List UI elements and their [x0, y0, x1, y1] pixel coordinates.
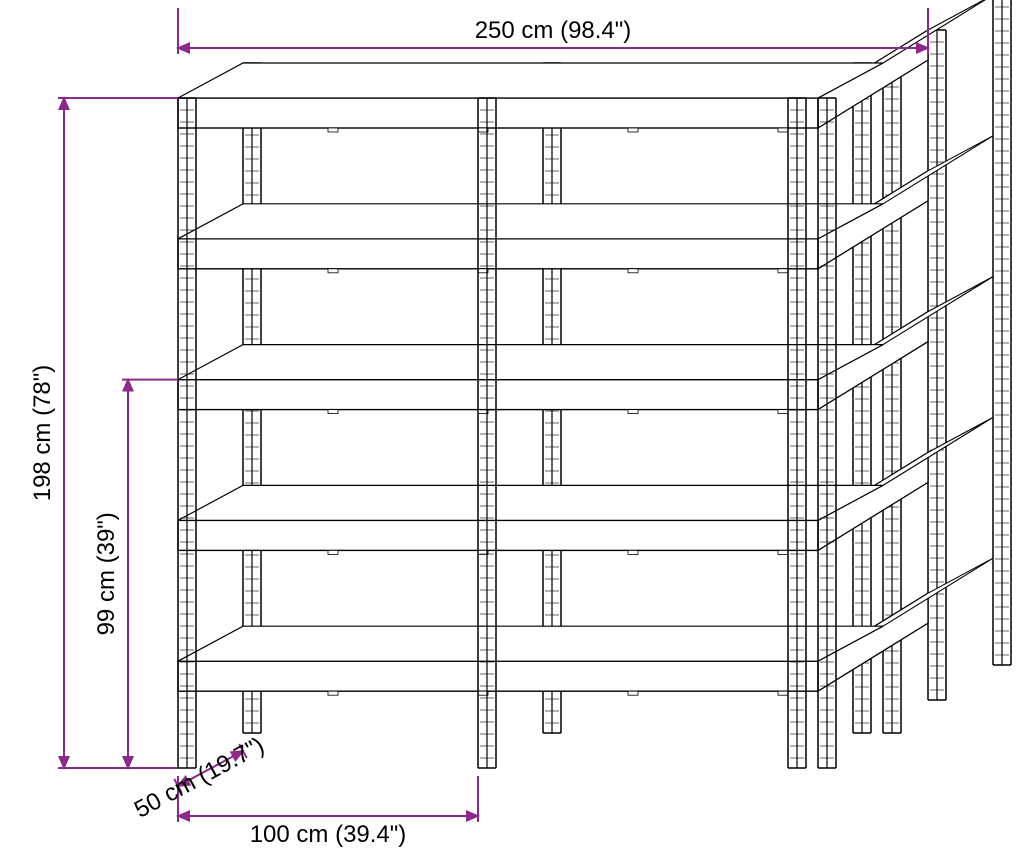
dim-label: 250 cm (98.4"): [475, 17, 632, 44]
shelving-unit: [178, 0, 1011, 768]
dim-label: 99 cm (39"): [93, 512, 120, 635]
dim-label: 198 cm (78"): [29, 365, 56, 502]
dim-label: 50 cm (19.7"): [130, 732, 269, 824]
dim-label: 100 cm (39.4"): [250, 821, 407, 848]
